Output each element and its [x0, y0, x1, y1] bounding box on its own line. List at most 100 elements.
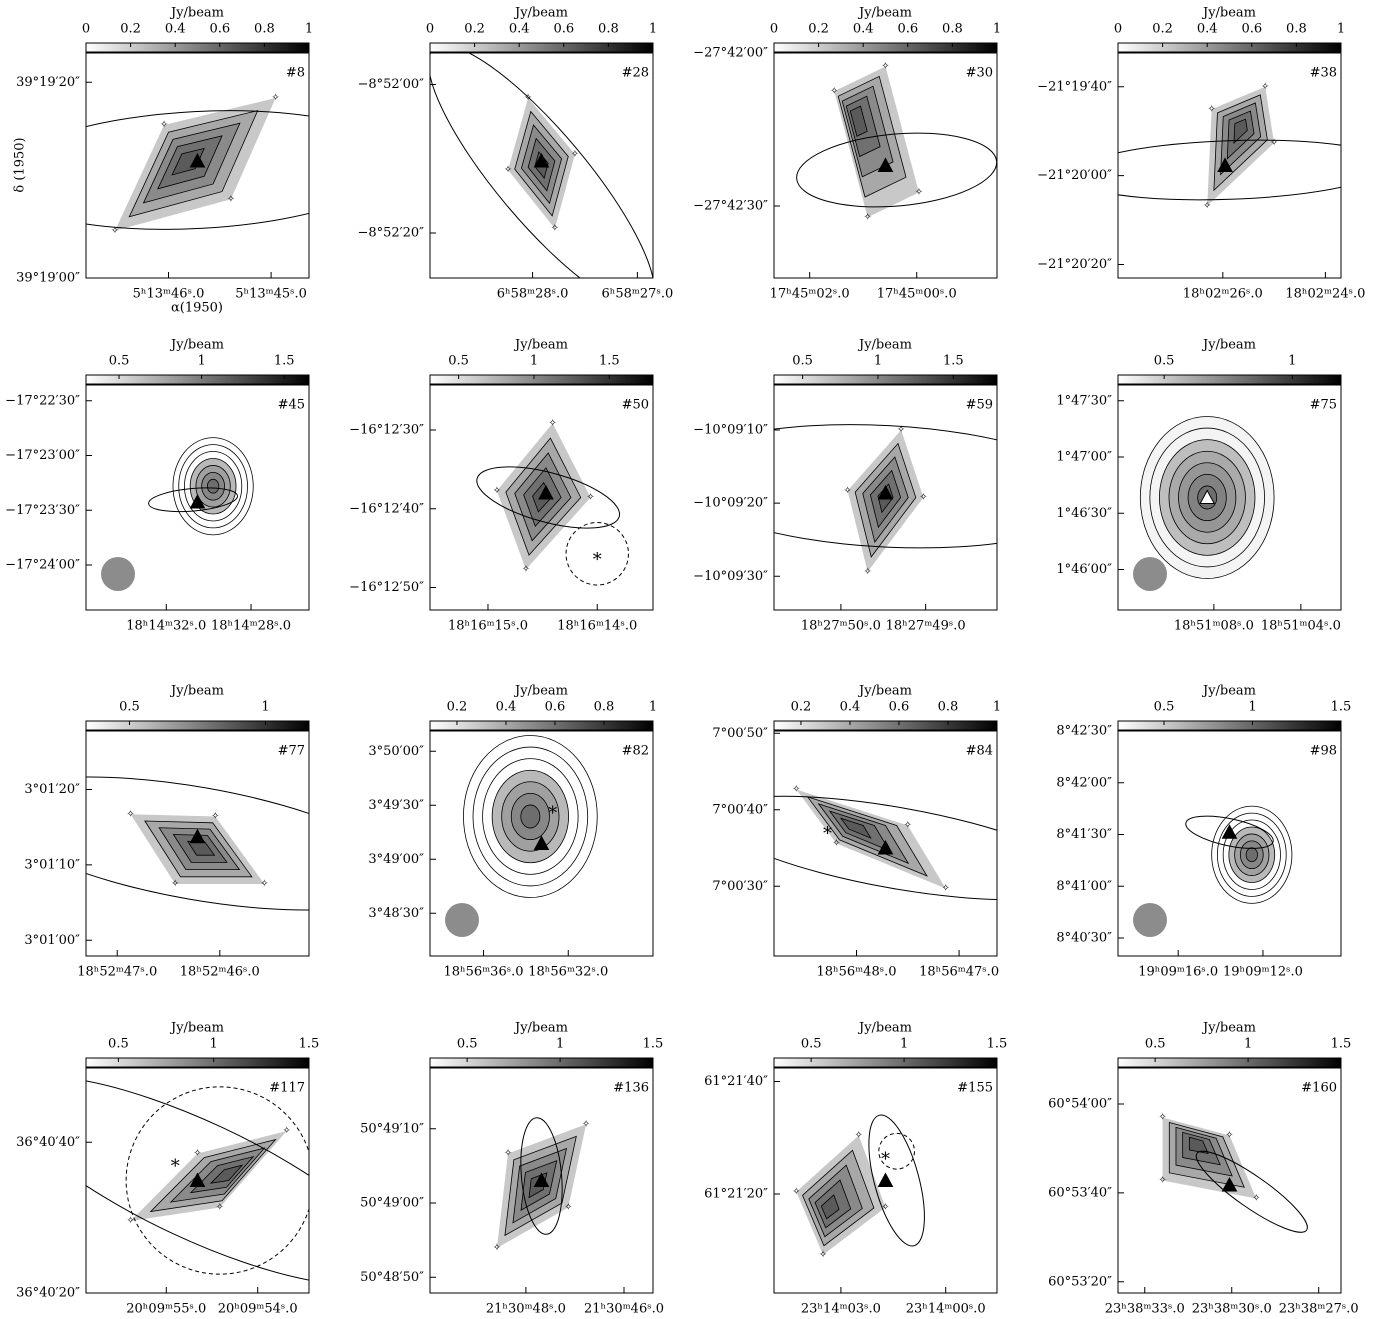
colorbar-label: Jy/beam	[169, 6, 224, 21]
colorbar-tick-label: 1	[993, 700, 1001, 715]
star-marker: ✧	[160, 120, 168, 131]
triangle-marker	[189, 493, 206, 509]
beam-ellipse	[86, 776, 309, 911]
star-marker: ✧	[819, 1249, 827, 1260]
map	[1185, 805, 1293, 904]
panel-tag: #155	[957, 1081, 993, 1096]
x-tick-label: 18ʰ16ᵐ15ˢ.0	[448, 619, 528, 634]
plot-frame	[429, 730, 654, 957]
panel-tag: #98	[1310, 744, 1337, 759]
colorbar-tick-label: 0.8	[594, 700, 615, 715]
triangle-marker	[877, 1172, 894, 1187]
colorbar-tick-label: 0.4	[840, 700, 861, 715]
beam	[1133, 557, 1167, 591]
map: ✧✧✧✧*	[792, 1114, 925, 1260]
y-tick-label: 7°00′30″	[712, 879, 768, 894]
colorbar-tick-label: 1	[197, 354, 205, 369]
map: ✧ ✧ ✧ ✧	[86, 776, 309, 911]
x-tick-label: 18ʰ56ᵐ47ˢ.0	[919, 965, 999, 980]
map: ✧ ✧ ✧ ✧	[493, 1117, 590, 1254]
colorbar	[773, 374, 998, 385]
map: ✧ ✧ ✧ ✧	[774, 424, 997, 577]
plot-frame	[429, 384, 654, 611]
colorbar-tick-label: 1	[261, 700, 269, 715]
contour	[520, 804, 541, 829]
star-marker: ✧	[126, 1216, 134, 1227]
beam-ellipse	[148, 487, 238, 513]
plot-frame	[85, 730, 310, 957]
plot-frame	[773, 384, 998, 611]
plot-frame	[773, 1067, 998, 1294]
panel-tag: #45	[278, 398, 305, 413]
y-tick-label: 3°50′00″	[368, 744, 424, 759]
star-marker: ✧	[111, 225, 119, 236]
star-marker: ✧	[171, 879, 179, 890]
panel-tag: #30	[966, 66, 993, 81]
colorbar-label: Jy/beam	[1201, 6, 1256, 21]
colorbar-tick-label: 0.5	[119, 700, 140, 715]
colorbar-tick-label: 0.2	[447, 700, 468, 715]
x-tick-label: 19ʰ09ᵐ12ˢ.0	[1223, 965, 1303, 980]
map: ✧✧✧✧*	[476, 418, 629, 586]
star-marker: ✧	[832, 838, 840, 849]
colorbar-tick-label: 1.5	[987, 1037, 1008, 1052]
x-tick-label: 23ʰ38ᵐ33ˢ.0	[1105, 1302, 1185, 1317]
x-tick-label: 18ʰ14ᵐ32ˢ.0	[126, 619, 206, 634]
colorbar-tick-label: 1.5	[1331, 700, 1352, 715]
panel-tag: #8	[286, 66, 305, 81]
y-tick-label: 50°49′10″	[360, 1121, 424, 1136]
star-marker: ✧	[564, 1202, 572, 1213]
triangle-marker	[877, 157, 894, 172]
colorbar-tick-label: 1	[649, 22, 657, 37]
colorbar-tick-label: 0.8	[598, 22, 619, 37]
y-tick-label: −16°12′50″	[349, 580, 424, 595]
star-marker: ✧	[211, 811, 219, 822]
triangle-marker	[1221, 1176, 1238, 1192]
x-tick-label: 23ʰ14ᵐ00ˢ.0	[906, 1302, 986, 1317]
colorbar	[429, 1057, 654, 1068]
beam-ellipse	[774, 795, 997, 901]
colorbar	[85, 1057, 310, 1068]
star-marker: ✧	[551, 223, 559, 234]
colorbar	[85, 42, 310, 53]
colorbar-tick-label: 0.4	[165, 22, 186, 37]
colorbar	[429, 374, 654, 385]
panel-tag: #160	[1301, 1081, 1337, 1096]
colorbar	[429, 42, 654, 53]
asterisk: *	[548, 803, 557, 824]
y-tick-label: −17°23′30″	[5, 503, 80, 518]
y-axis-label: δ (1950)	[13, 137, 28, 192]
y-tick-label: −8°52′20″	[357, 226, 424, 241]
x-tick-label: 6ʰ58ᵐ28ˢ.0	[497, 287, 569, 302]
colorbar-label: Jy/beam	[1201, 338, 1256, 353]
plot-frame	[773, 52, 998, 279]
colorbar	[1117, 42, 1342, 53]
x-tick-label: 23ʰ14ᵐ03ˢ.0	[801, 1302, 881, 1317]
colorbar	[429, 720, 654, 731]
colorbar-tick-label: 1	[210, 1037, 218, 1052]
y-tick-label: 39°19′00″	[16, 271, 80, 286]
panel-tag: #77	[278, 744, 305, 759]
x-tick-label: 18ʰ52ᵐ47ˢ.0	[77, 965, 157, 980]
y-tick-label: 1°46′30″	[1056, 506, 1112, 521]
map: ✧✧✧✧*	[774, 784, 997, 901]
star-marker: ✧	[1207, 104, 1215, 115]
beam-ellipse	[86, 110, 309, 230]
contour	[1188, 1136, 1209, 1155]
star-marker: ✧	[571, 149, 579, 160]
x-tick-label: 18ʰ56ᵐ36ˢ.0	[444, 965, 524, 980]
colorbar-tick-label: 0.8	[938, 700, 959, 715]
colorbar-tick-label: 0.2	[464, 22, 485, 37]
triangle-marker	[533, 835, 550, 850]
x-tick-label: 17ʰ45ᵐ02ˢ.0	[770, 287, 850, 302]
panel-tag: #50	[622, 398, 649, 413]
y-tick-label: 1°46′00″	[1056, 562, 1112, 577]
panel-tag: #117	[269, 1081, 305, 1096]
plot-frame	[85, 52, 310, 279]
colorbar-tick-label: 0.4	[853, 22, 874, 37]
colorbar-tick-label: 0	[770, 22, 778, 37]
colorbar-tick-label: 1.5	[299, 1037, 320, 1052]
colorbar-tick-label: 1	[1288, 354, 1296, 369]
y-tick-label: −16°12′40″	[349, 501, 424, 516]
